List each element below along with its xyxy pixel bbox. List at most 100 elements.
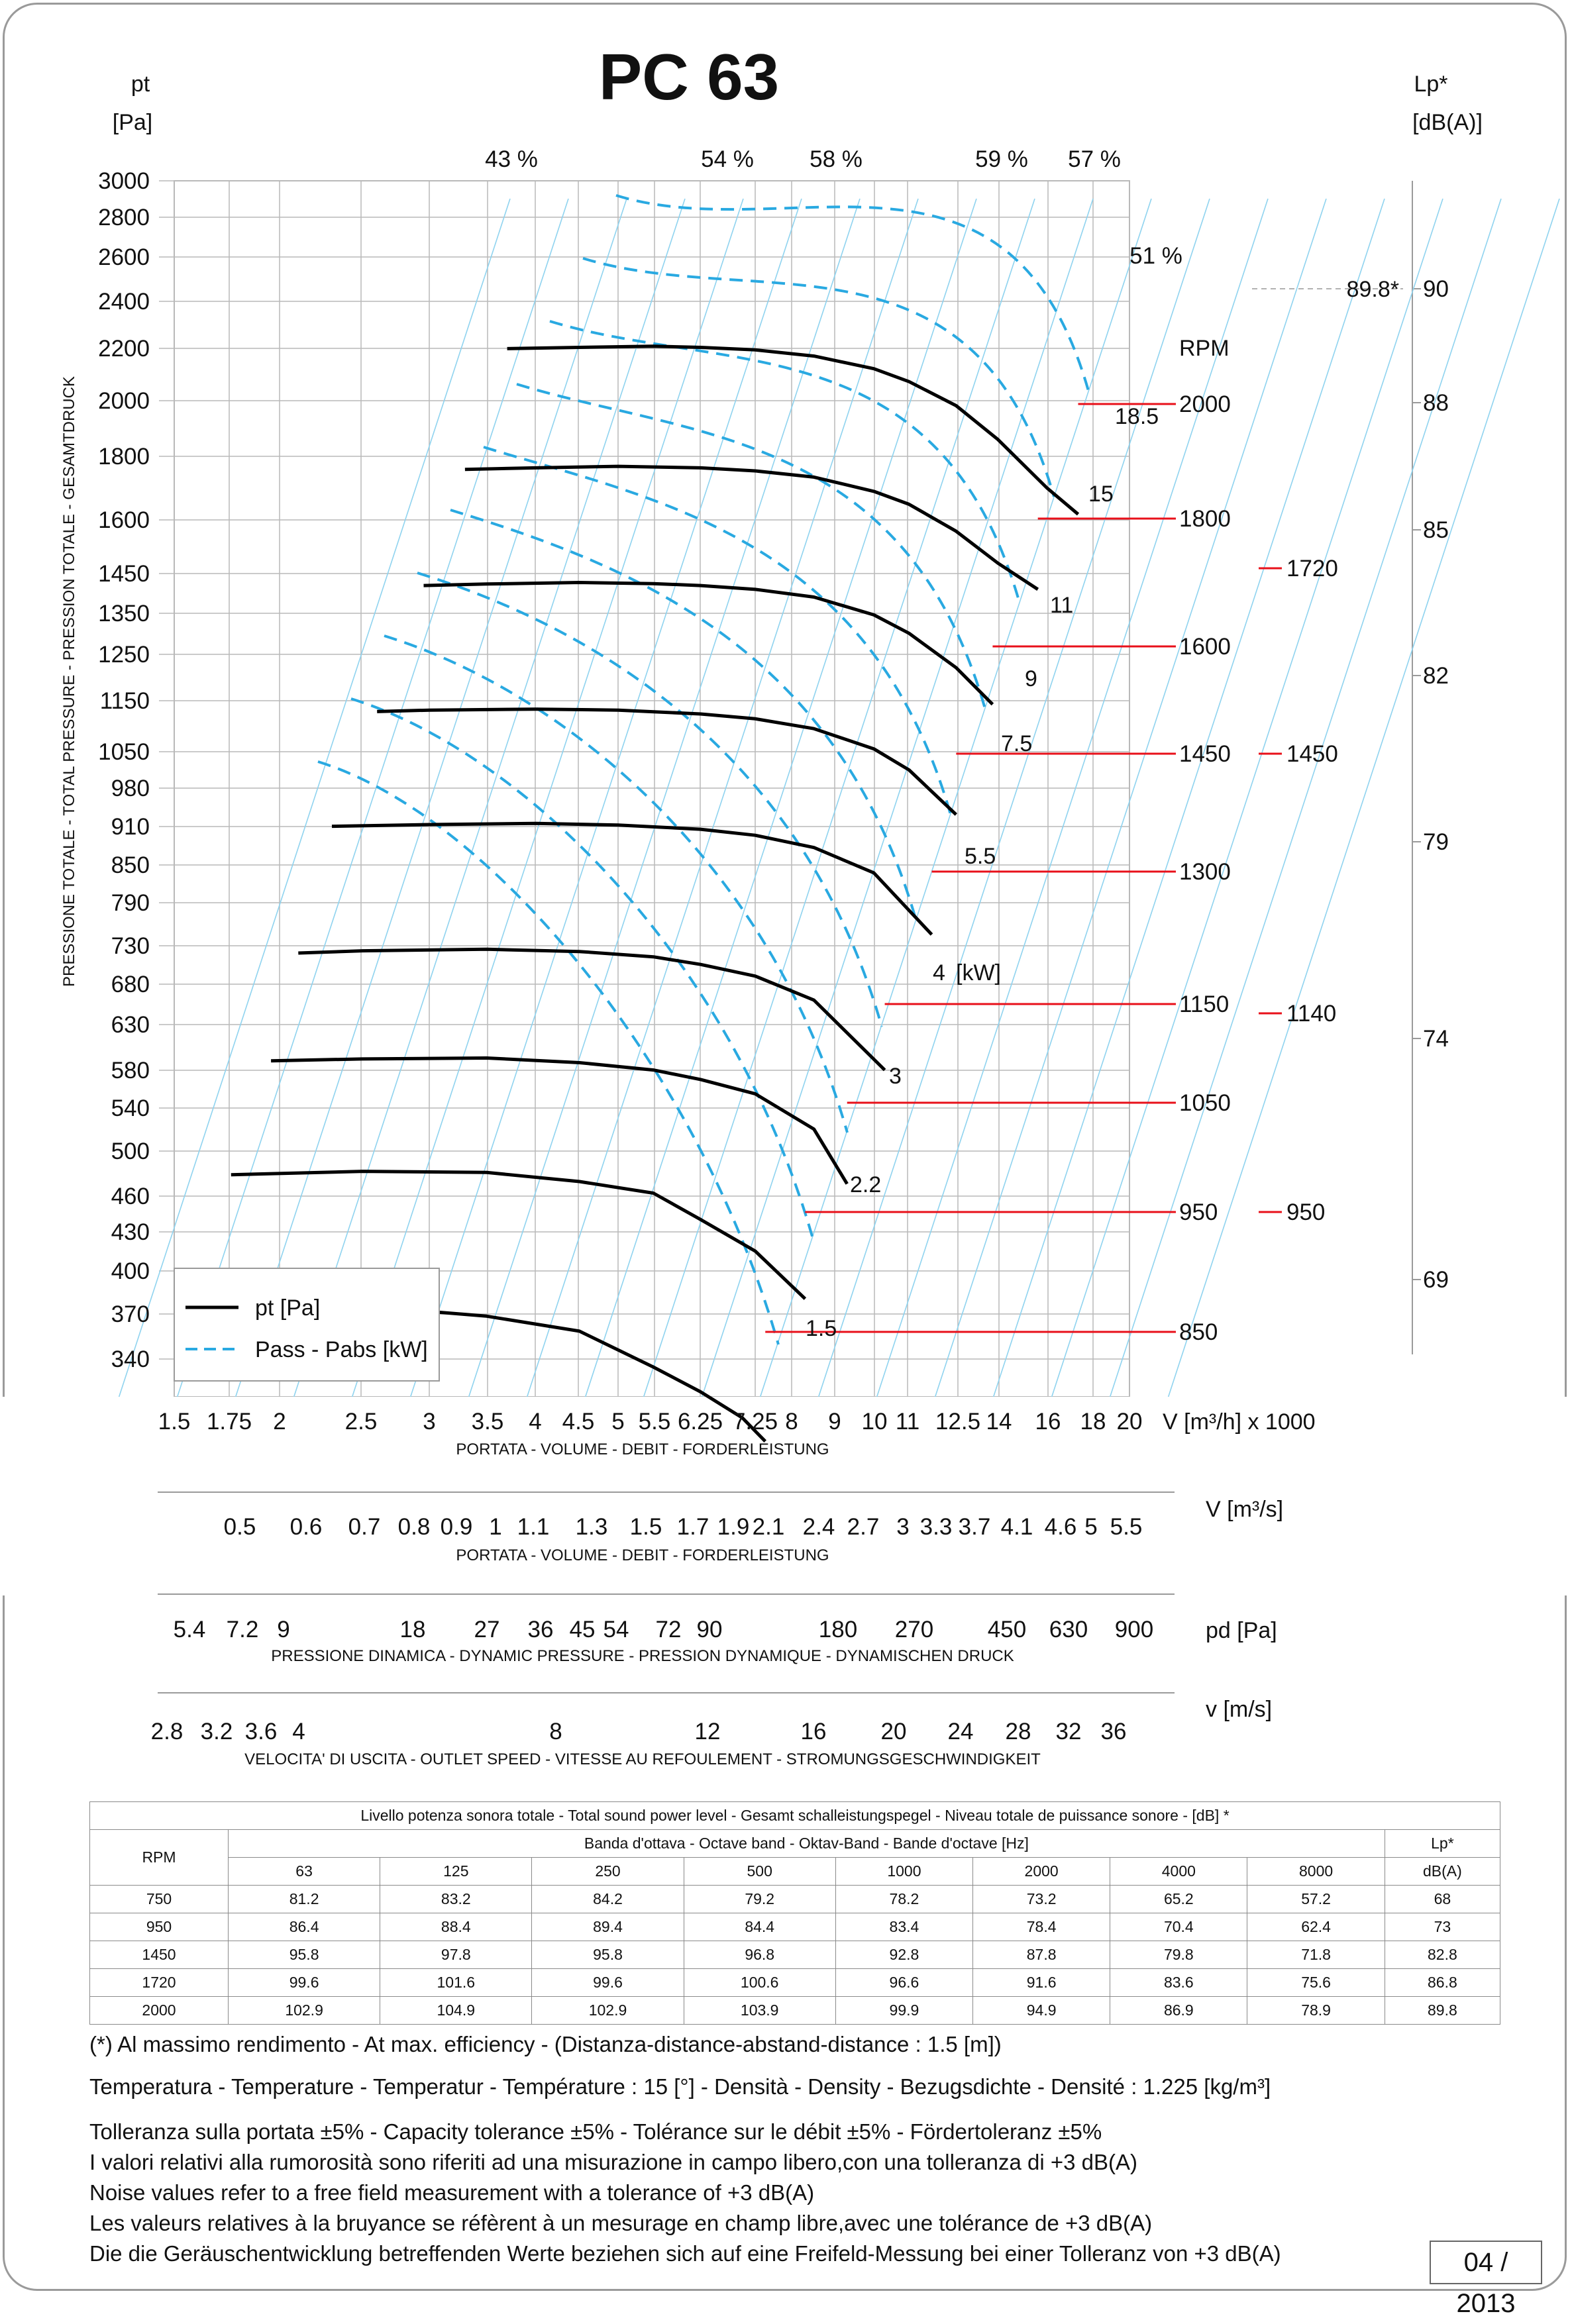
efficiency-label: 58 %: [810, 146, 863, 172]
x-tick-label: 5: [611, 1409, 624, 1435]
v-tick-label: 16: [801, 1719, 827, 1744]
y-tick-label: 1800: [98, 444, 150, 470]
v-tick-label: 20: [881, 1719, 907, 1744]
y-tick-label: 3000: [98, 168, 150, 194]
sound-cell: 82.8: [1384, 1941, 1501, 1969]
power-curve: [317, 760, 780, 1345]
efficiency-label: 54 %: [701, 146, 754, 172]
sound-cell: 99.9: [835, 1996, 974, 2025]
y-axis-unit: [Pa]: [113, 110, 152, 135]
sound-cell: 100.6: [683, 1968, 836, 1997]
v-tick-label: 2.8: [151, 1719, 183, 1744]
power-curve-label: 11: [1050, 593, 1073, 618]
v-tick-label: 12: [695, 1719, 721, 1744]
note-temperature: Temperatura - Temperature - Temperatur -…: [89, 2074, 1271, 2099]
m3s-tick-label: 2.4: [803, 1514, 835, 1540]
rpm-axis-label: RPM: [1179, 336, 1230, 361]
chart-legend: pt [Pa] Pass - Pabs [kW]: [174, 1268, 440, 1382]
rpm-label: 850: [1179, 1319, 1218, 1345]
sound-row-1720: 1720 99.6 101.6 99.6 100.6 96.6 91.6 83.6 75.6 86…: [89, 1968, 1501, 1997]
y-axis-side-label: PRESSIONE TOTALE - TOTAL PRESSURE - PRES…: [60, 376, 78, 987]
legend-pass: Pass - Pabs [kW]: [255, 1337, 428, 1362]
sound-cell: 94.9: [972, 1996, 1111, 2025]
lp-tick-label: 74: [1423, 1026, 1449, 1052]
m3s-tick-label: 1: [489, 1514, 501, 1540]
power-curve: [582, 257, 1055, 497]
pressure-curve-1150: [298, 947, 886, 1072]
y-tick-label: 730: [111, 933, 150, 959]
rpm-markers: [765, 403, 1282, 1333]
power-curve: [450, 509, 917, 921]
system-line: [157, 198, 569, 1458]
rpm-label: 1800: [1179, 506, 1231, 532]
pressure-curve-950: [231, 1170, 807, 1300]
v-tick-label: 3.6: [245, 1719, 278, 1744]
y-tick-label: 2400: [98, 289, 150, 315]
y-tick-label: 2000: [98, 388, 150, 414]
pd-tick-label: 7.2: [227, 1617, 259, 1642]
x-tick-label: 3.5: [472, 1409, 504, 1435]
chart-grid: [159, 180, 1421, 1397]
x-tick-label: 8: [785, 1409, 798, 1435]
x-tick-label: 10: [862, 1409, 888, 1435]
power-curve-label: 7.5: [1001, 731, 1032, 756]
sound-power-table: Livello potenza sonora totale - Total so…: [89, 1801, 1501, 2025]
pressure-curve-1600: [423, 581, 994, 706]
noise-rpm-label: 1450: [1286, 741, 1338, 767]
x-tick-label: 1.5: [158, 1409, 191, 1435]
power-curve-label: 2.2: [850, 1172, 881, 1197]
power-curves: [317, 194, 1090, 1345]
pd-tick-label: 450: [988, 1617, 1026, 1642]
sound-cell: 78.9: [1247, 1996, 1385, 2025]
sound-cell: 62.4: [1247, 1913, 1385, 1941]
pressure-curve-1800: [464, 464, 1039, 591]
system-line: [623, 198, 1035, 1458]
note-noise-en: Noise values refer to a free field measu…: [89, 2180, 815, 2205]
system-mask: [0, 1397, 1572, 1595]
pd-tick-label: 54: [603, 1617, 629, 1642]
pd-tick-label: 270: [895, 1617, 933, 1642]
efficiency-label: 43 %: [485, 146, 538, 172]
noise-rpm-label: 950: [1286, 1199, 1325, 1225]
sound-cell: 89.8: [1384, 1996, 1501, 2025]
sound-cell: 84.2: [531, 1885, 684, 1913]
y-tick-label: 460: [111, 1184, 150, 1209]
system-line: [798, 198, 1210, 1458]
x-tick-label: 4: [529, 1409, 541, 1435]
sound-cell: 91.6: [972, 1968, 1111, 1997]
sound-cell: 92.8: [835, 1941, 974, 1969]
v-tick-label: 28: [1006, 1719, 1031, 1744]
sound-cell: 83.2: [380, 1885, 533, 1913]
power-curve-label: 18.5: [1115, 404, 1159, 429]
noise-rpm-label: 1720: [1286, 556, 1338, 581]
sound-cell: 96.8: [683, 1941, 836, 1969]
sound-cell: 73.2: [972, 1885, 1111, 1913]
rpm-label: 1050: [1179, 1090, 1231, 1116]
power-curve-label: 3: [889, 1064, 902, 1089]
sound-cell: 57.2: [1247, 1885, 1385, 1913]
m3s-tick-label: 0.6: [290, 1514, 323, 1540]
system-line: [682, 198, 1094, 1458]
y-tick-label: 790: [111, 890, 150, 916]
m3s-tick-label: 1.1: [517, 1514, 550, 1540]
system-line: [857, 198, 1269, 1458]
sound-cell: 96.6: [835, 1968, 974, 1997]
y-tick-label: 1250: [98, 642, 150, 668]
sound-cell: 97.8: [380, 1941, 533, 1969]
sound-cell: 75.6: [1247, 1968, 1385, 1997]
sound-table-title: Livello potenza sonora totale - Total so…: [89, 1801, 1500, 1830]
system-line: [390, 198, 802, 1458]
note-tolerance: Tolleranza sulla portata ±5% - Capacity …: [89, 2119, 1102, 2144]
y-tick-label: 2800: [98, 205, 150, 230]
x-tick-label: 7.25: [733, 1409, 778, 1435]
m3s-tick-label: 1.3: [576, 1514, 608, 1540]
m3s-tick-label: 0.5: [224, 1514, 256, 1540]
m3s-tick-label: 1.7: [677, 1514, 709, 1540]
system-line: [973, 198, 1385, 1458]
revision-date: 04 / 2013: [1430, 2241, 1542, 2318]
system-line: [507, 198, 919, 1458]
y-axis-label: pt: [131, 72, 150, 97]
y-tick-label: 1600: [98, 507, 150, 533]
m3s-tick-label: 2.7: [847, 1514, 880, 1540]
lp-unit-header: dB(A): [1384, 1857, 1501, 1886]
